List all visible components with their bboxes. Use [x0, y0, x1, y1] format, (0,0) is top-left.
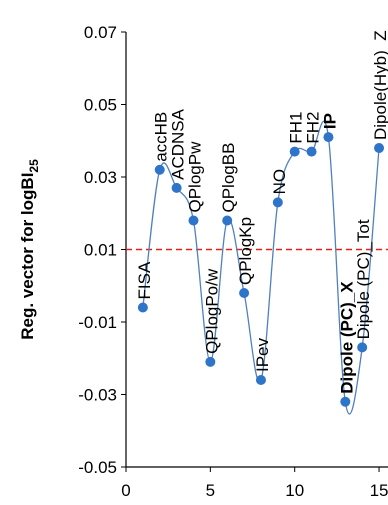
data-point-9 [272, 197, 283, 208]
point-label: FH2 [304, 111, 323, 143]
y-tick-label: -0.03 [78, 386, 117, 405]
data-point-15 [374, 143, 385, 153]
y-tick-label: 0.07 [84, 23, 117, 42]
y-tick-label: -0.05 [78, 458, 117, 477]
data-point-13 [340, 396, 351, 407]
data-point-14 [357, 342, 368, 353]
data-point-11 [306, 146, 317, 157]
y-axis-title-text: Reg. vector for logBI [18, 173, 37, 340]
y-axis-title-subscript: 25 [27, 159, 41, 173]
data-point-7 [239, 288, 250, 298]
point-label: FISA [135, 261, 154, 299]
point-label: QPlogBB [219, 143, 238, 213]
point-label: QPlogPw [186, 141, 205, 213]
point-label: Dipole (PC)_Tot [354, 219, 373, 339]
data-point-3 [171, 182, 182, 193]
y-tick-label: 0.03 [84, 168, 117, 187]
data-point-10 [289, 146, 300, 157]
data-point-5 [205, 356, 216, 367]
point-label: IP [320, 113, 339, 129]
point-label: QPlogKp [236, 217, 255, 285]
point-label: IPev [253, 337, 272, 372]
y-tick-label: 0.01 [84, 241, 117, 260]
x-tick-label: 15 [370, 481, 388, 500]
data-point-4 [188, 215, 199, 226]
point-label: Dipole(Hyb)_Z [371, 30, 388, 140]
point-label: NO [270, 169, 289, 195]
x-tick-label: 10 [285, 481, 304, 500]
data-point-8 [255, 375, 266, 385]
point-label: FH1 [287, 111, 306, 143]
data-point-2 [154, 164, 165, 175]
point-label: ACDNSA [169, 108, 188, 180]
point-label: accHB [152, 112, 171, 162]
x-tick-label: 0 [121, 481, 130, 500]
data-point-6 [222, 215, 233, 226]
y-tick-label: -0.01 [78, 313, 117, 332]
data-point-1 [137, 302, 148, 313]
plot-area: -0.05 -0.03 -0.01 0.01 0.03 0.05 0.07 0 5 10 15 Reg… [18, 23, 388, 500]
point-label: QPlogPo/w [202, 268, 221, 354]
point-label: Dipole (PC)_X [337, 281, 356, 394]
x-tick-label: 5 [206, 481, 215, 500]
y-tick-label: 0.05 [84, 96, 117, 115]
y-axis-title: Reg. vector for logBI25 [18, 159, 41, 340]
data-point-12 [323, 132, 334, 143]
